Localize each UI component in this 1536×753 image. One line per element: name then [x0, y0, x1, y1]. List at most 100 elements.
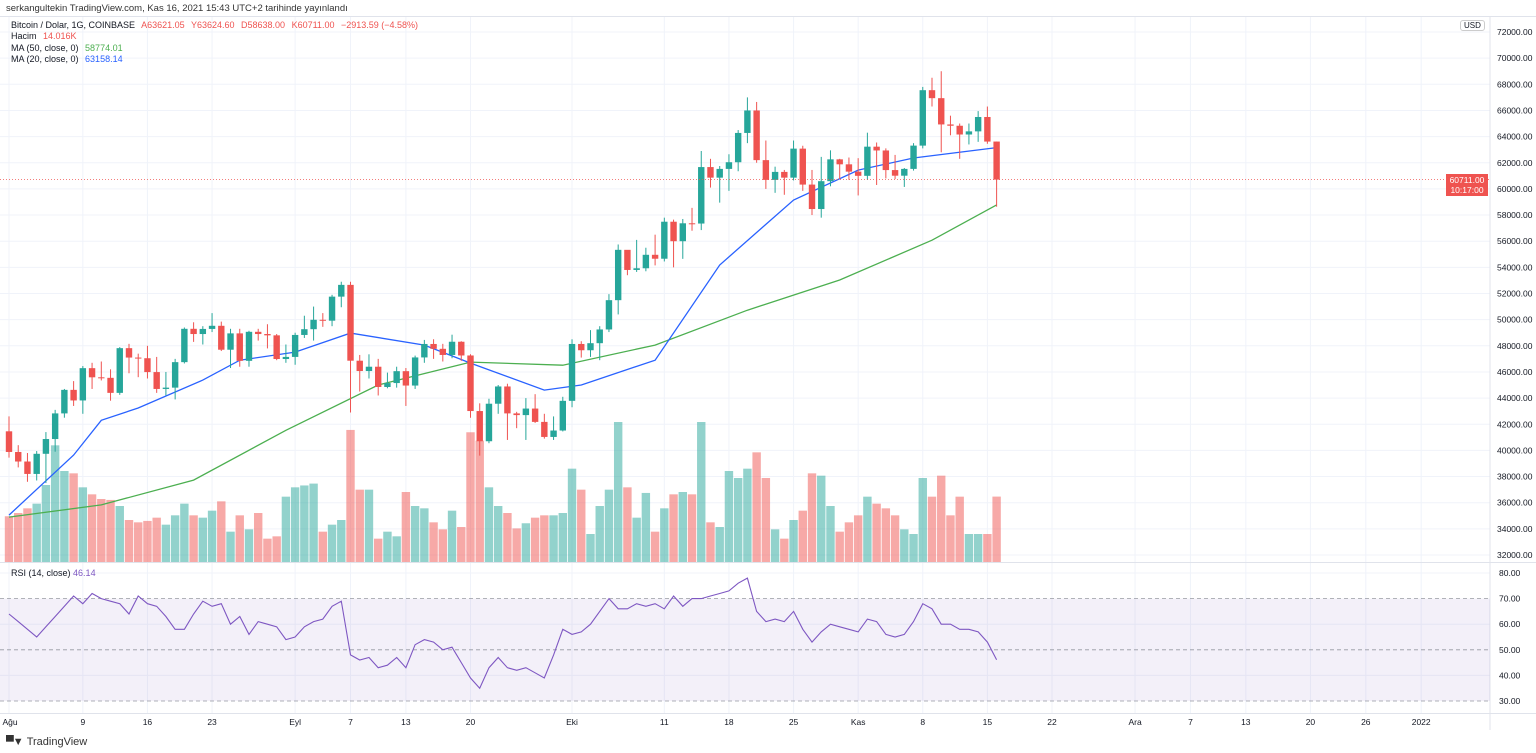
volume-bar [97, 499, 106, 562]
open-value: A63621.05 [141, 20, 185, 30]
candle-body [421, 343, 428, 358]
candle-body [679, 223, 686, 242]
time-tick-label: 20 [1306, 717, 1316, 727]
volume-bar [613, 422, 623, 562]
volume-bar [872, 503, 881, 562]
candle [402, 368, 410, 406]
candle-body [319, 319, 327, 321]
candle-body [642, 254, 650, 269]
candle [688, 207, 696, 231]
candle [208, 313, 216, 333]
candle-body [347, 284, 354, 361]
candle [854, 158, 862, 196]
candle-body [98, 377, 105, 379]
candle-body [88, 368, 96, 378]
candle-body [688, 223, 696, 225]
volume-bar [309, 483, 318, 562]
candle [430, 339, 437, 359]
candle-body [218, 325, 225, 350]
candle-body [790, 148, 797, 178]
candle-body [928, 90, 936, 99]
chart-frame[interactable] [0, 16, 1536, 731]
candle [771, 166, 779, 193]
candle-body [882, 150, 890, 171]
ma50-line [8, 204, 997, 518]
change-value: −2913.59 (−4.58%) [340, 20, 419, 30]
candle-body [365, 366, 373, 372]
candle [356, 354, 363, 392]
candle-body [808, 184, 816, 210]
rsi-tick-label: 30.00 [1499, 696, 1521, 706]
legend-volume-row[interactable]: Hacim 14.016K [11, 31, 422, 42]
candle-body [282, 356, 290, 360]
candle [596, 326, 603, 361]
volume-bar [752, 452, 761, 562]
candle-body [550, 430, 557, 437]
rsi-label: RSI (14, close) [11, 568, 71, 578]
legend-ma20-row[interactable]: MA (20, close, 0) 63158.14 [11, 54, 422, 65]
candle-body [162, 387, 170, 389]
price-tick-label: 62000.00 [1497, 158, 1533, 168]
rsi-legend[interactable]: RSI (14, close) 46.14 [11, 568, 96, 578]
volume-bar [457, 527, 466, 562]
candle [199, 326, 207, 345]
time-tick-label: Kas [851, 717, 866, 727]
candle-body [291, 334, 299, 357]
candle [88, 362, 96, 389]
volume-bar [189, 515, 198, 562]
candle [310, 306, 317, 341]
volume-bar [152, 517, 161, 562]
time-tick-label: 23 [207, 717, 217, 727]
candle [568, 339, 576, 408]
volume-bar [143, 520, 152, 562]
candle [116, 347, 123, 395]
candle [513, 411, 520, 429]
candle [79, 366, 87, 414]
candle [661, 217, 668, 262]
rsi-tick-label: 60.00 [1499, 619, 1521, 629]
candle [282, 344, 290, 363]
symbol-label[interactable]: Bitcoin / Dolar, 1G, COINBASE [11, 20, 136, 30]
time-tick-label: Eki [566, 717, 578, 727]
candle [218, 321, 225, 352]
volume-bar [780, 538, 789, 562]
candle [910, 143, 917, 171]
volume-bar [567, 468, 577, 562]
candle-body [181, 328, 188, 363]
candle-body [33, 453, 40, 474]
volume-bar [964, 534, 974, 562]
currency-badge[interactable]: USD [1460, 20, 1485, 31]
time-tick-label: 20 [466, 717, 476, 727]
candle [919, 86, 926, 149]
candle-body [624, 249, 631, 270]
candle-body [762, 160, 770, 180]
volume-value: 14.016K [43, 31, 77, 42]
volume-bar [807, 473, 817, 562]
volume-bar [115, 506, 124, 562]
volume-bar [586, 534, 595, 562]
volume-bar [217, 501, 226, 562]
candle [956, 123, 963, 159]
candle-body [744, 110, 751, 133]
candle [5, 416, 13, 458]
price-tick-label: 42000.00 [1497, 419, 1533, 429]
candle-body [153, 372, 160, 389]
candle [651, 234, 659, 266]
volume-bar [4, 516, 14, 562]
price-tick-label: 58000.00 [1497, 210, 1533, 220]
rsi-tick-label: 50.00 [1499, 645, 1521, 655]
bar-countdown: 10:17:00 [1450, 185, 1484, 195]
candle-body [661, 221, 668, 259]
volume-bar [180, 503, 189, 562]
time-tick-label: 2022 [1412, 717, 1431, 727]
volume-bar [521, 523, 531, 562]
candle [624, 249, 631, 276]
candle-body [578, 343, 585, 351]
rsi-tick-label: 40.00 [1499, 670, 1521, 680]
candle [70, 381, 77, 406]
candle-body [587, 343, 594, 351]
volume-bar [364, 489, 374, 562]
rsi-line [8, 577, 998, 690]
legend-ma50-row[interactable]: MA (50, close, 0) 58774.01 [11, 43, 422, 54]
